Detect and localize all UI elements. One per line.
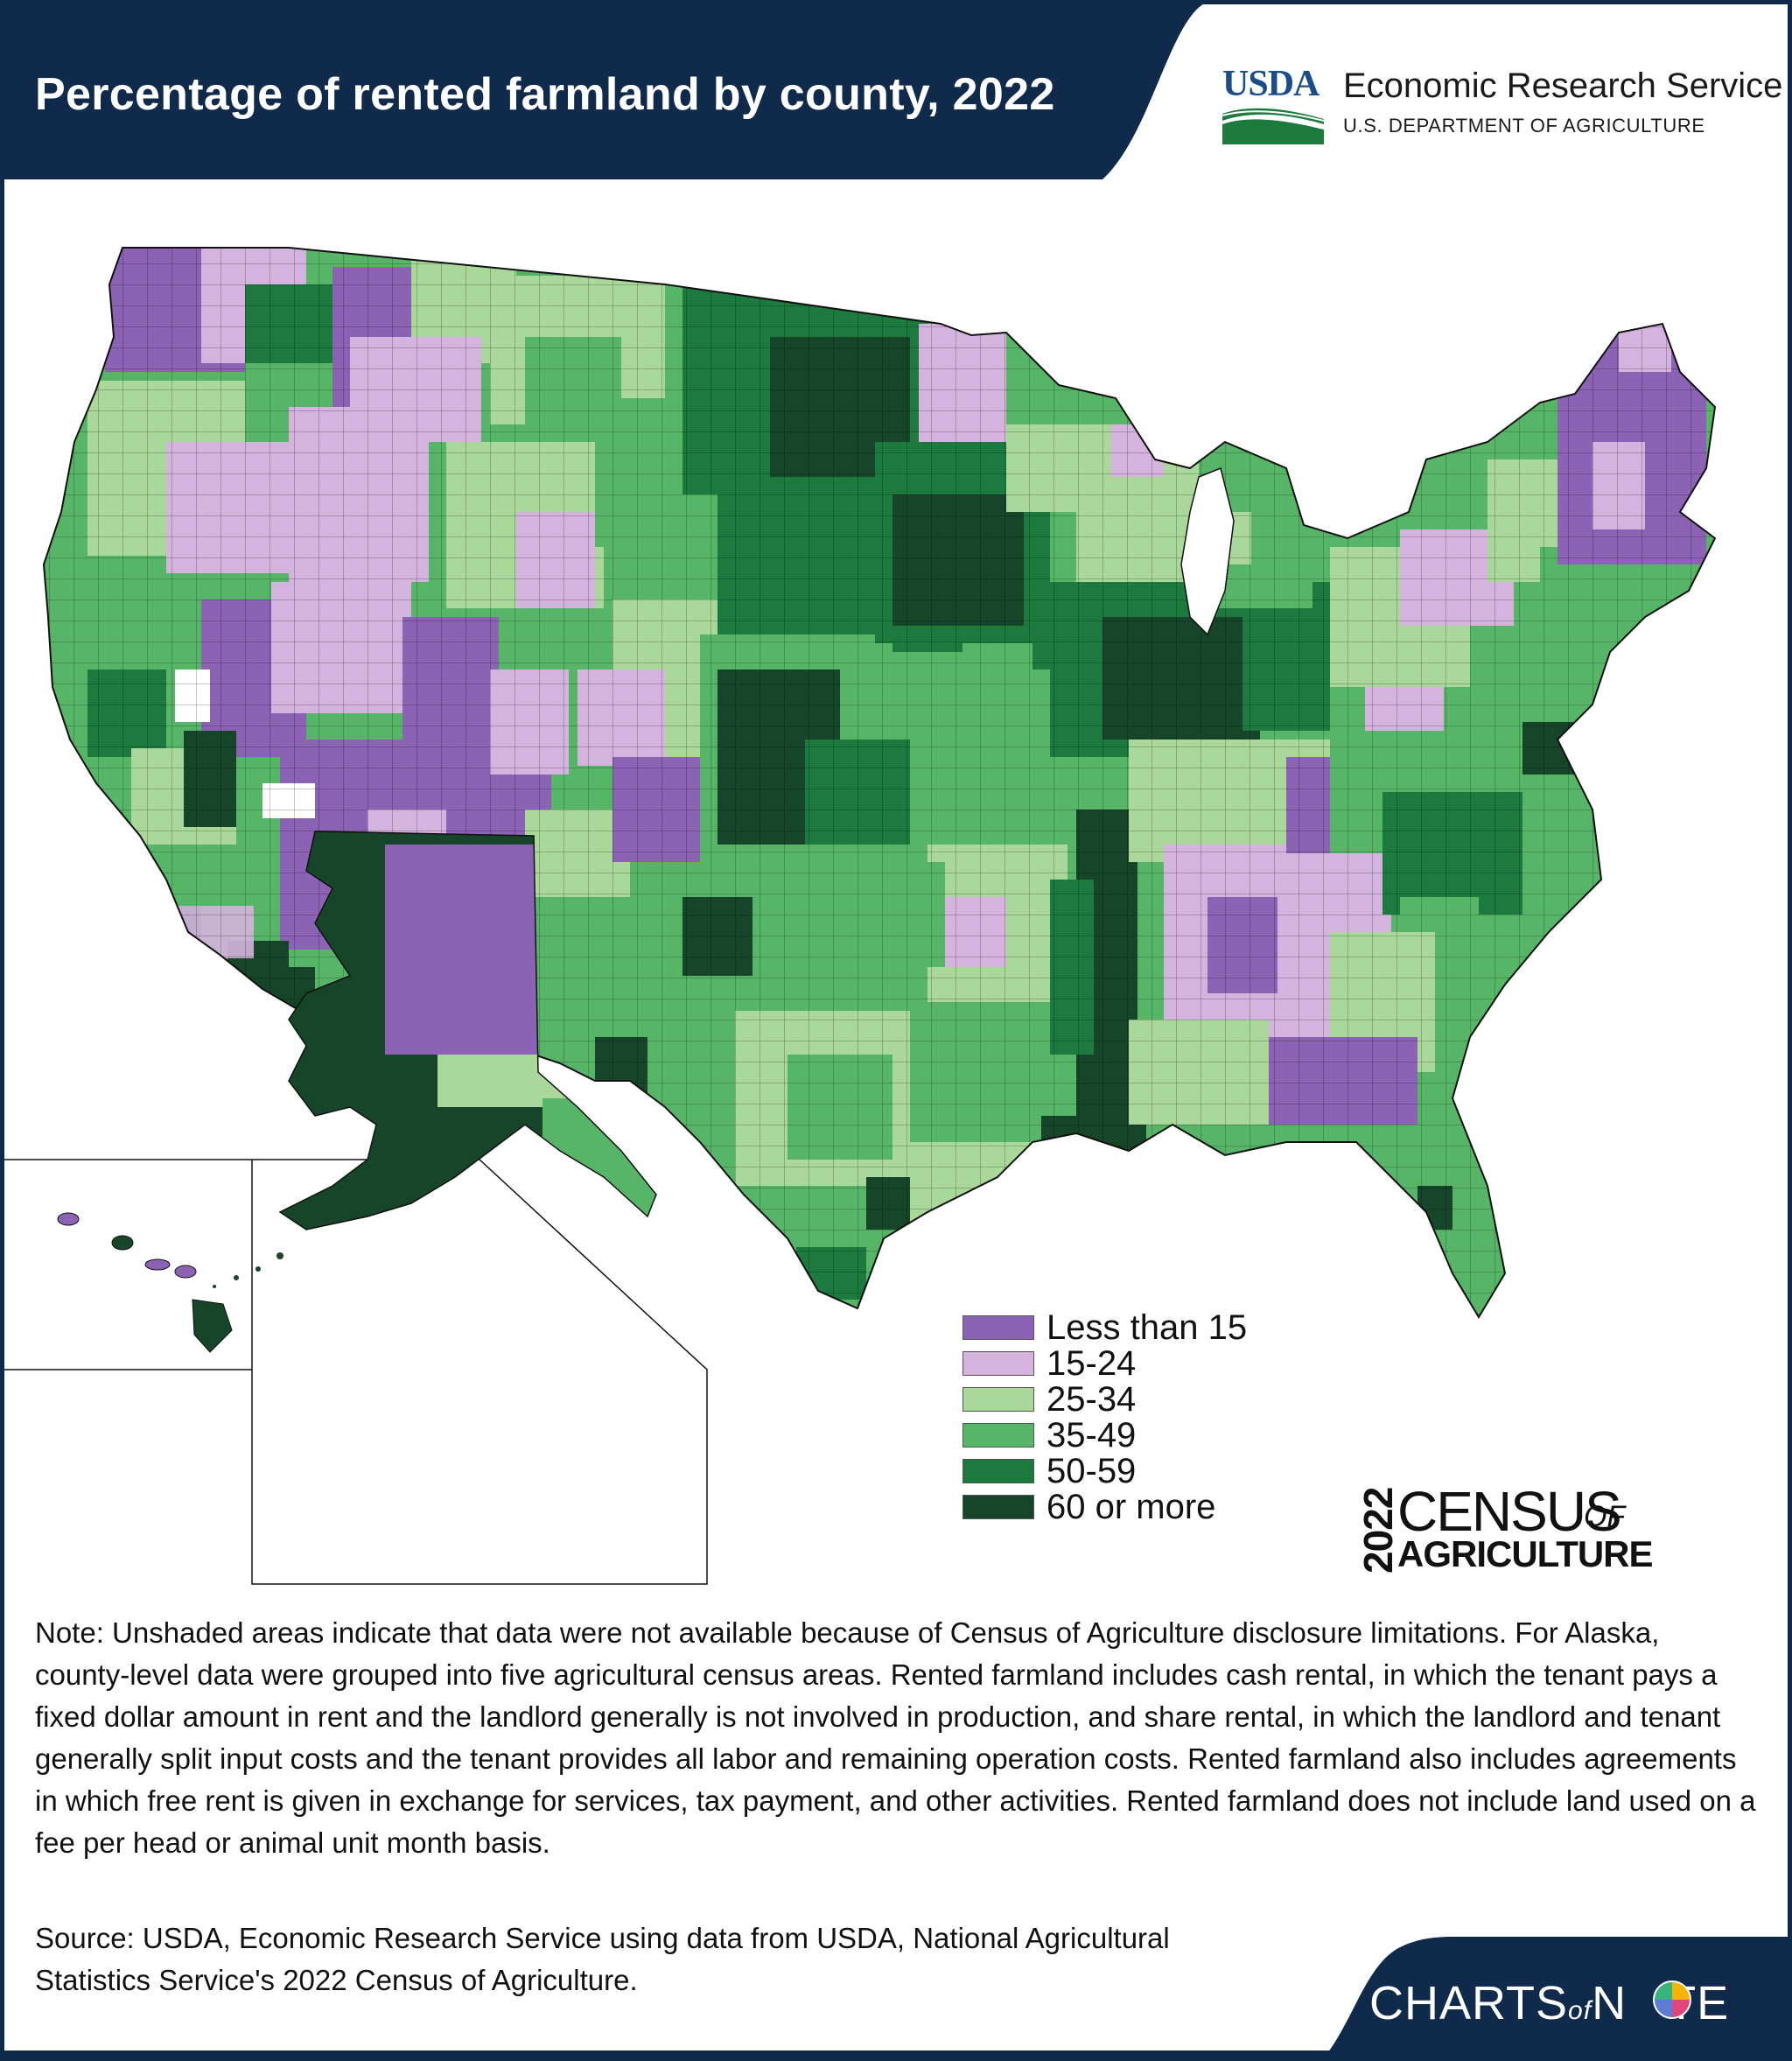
choropleth-map [0, 179, 1792, 1597]
legend-swatch [962, 1459, 1034, 1483]
legend-item-25-34: 25-34 [962, 1380, 1278, 1419]
legend-label: 50-59 [1046, 1452, 1137, 1490]
legend-item-15-24: 15-24 [962, 1344, 1278, 1383]
census-logo-year: 2022 [1355, 1487, 1401, 1574]
brand-charts: CHARTS [1369, 1977, 1569, 2029]
census-logo-of: OF [1584, 1500, 1626, 1533]
lake-michigan [1180, 466, 1235, 636]
pie-chart-icon [1653, 1980, 1691, 2019]
footer-banner [0, 1937, 1792, 2061]
brand-n: N [1592, 1977, 1628, 2029]
page-title: Percentage of rented farmland by county,… [35, 69, 1055, 120]
source-text: Source: USDA, Economic Research Service … [35, 1922, 1170, 1996]
legend-item-less-than-15: Less than 15 [962, 1308, 1278, 1347]
map-canvas [4, 247, 1717, 1585]
department-name: U.S. DEPARTMENT OF AGRICULTURE [1343, 115, 1705, 137]
legend-label: 60 or more [1046, 1488, 1216, 1526]
legend-swatch [962, 1495, 1034, 1519]
legend-label: 15-24 [1046, 1344, 1137, 1383]
usda-logo-text: USDA [1222, 64, 1320, 104]
legend-swatch [962, 1315, 1034, 1340]
brand-of: of [1568, 1996, 1592, 2025]
county-borders [44, 248, 1715, 1317]
hawaii-islands [57, 1212, 233, 1353]
census-logo-word: CENSUS [1397, 1480, 1622, 1543]
agency-name: Economic Research Service [1343, 67, 1783, 105]
legend-item-50-59: 50-59 [962, 1452, 1278, 1490]
legend-label: 35-49 [1046, 1416, 1137, 1455]
legend-label: 25-34 [1046, 1380, 1137, 1419]
legend-swatch [962, 1387, 1034, 1412]
usda-logo-icon [1222, 108, 1325, 144]
header-banner: Percentage of rented farmland by county,… [0, 0, 1792, 179]
census-logo-agriculture: AGRICULTURE [1397, 1533, 1654, 1574]
legend-label: Less than 15 [1046, 1308, 1248, 1347]
lower48-outline [42, 247, 1717, 1319]
legend-item-60-or-more: 60 or more [962, 1488, 1278, 1526]
charts-of-note-brand: CHARTSofN TE [1369, 1976, 1729, 2030]
note-text: Note: Unshaded areas indicate that data … [35, 1616, 1756, 1859]
inset-frame [4, 1159, 708, 1585]
legend-swatch [962, 1423, 1034, 1448]
legend-swatch [962, 1351, 1034, 1376]
legend-item-35-49: 35-49 [962, 1416, 1278, 1455]
header-shape [0, 0, 1792, 179]
